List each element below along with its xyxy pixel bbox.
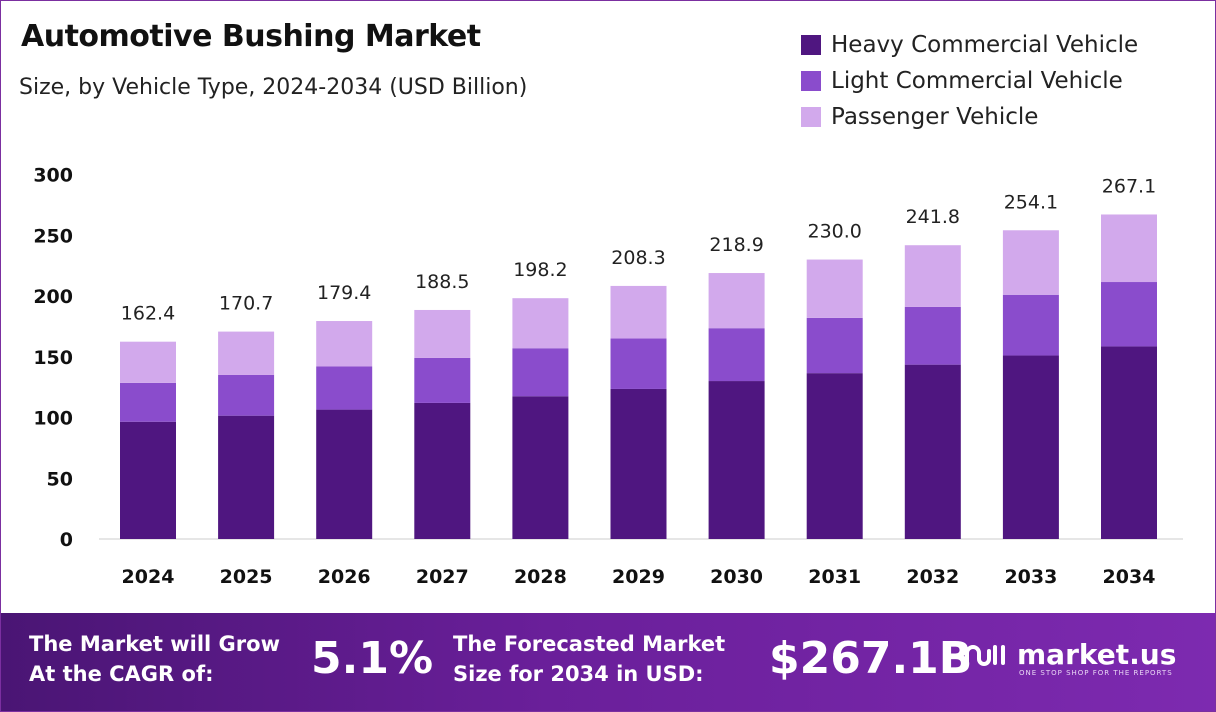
bar-segment-2025-1 [218,374,275,416]
bar-segment-2027-1 [414,357,471,403]
bar-segment-2029-0 [610,388,667,539]
bar-segment-2024-0 [120,421,176,539]
x-tick-label: 2024 [122,566,175,588]
bar-segment-2033-1 [1002,294,1059,356]
bar-total-label: 188.5 [415,271,469,293]
legend: Heavy Commercial Vehicle Light Commercia… [801,27,1138,135]
brand-logo: market.us [963,639,1176,671]
bar-segment-2028-0 [512,396,569,539]
legend-item-passenger: Passenger Vehicle [801,99,1138,135]
brand-tagline: ONE STOP SHOP FOR THE REPORTS [1019,669,1173,677]
bar-segment-2027-2 [414,309,471,358]
x-tick-label: 2027 [416,566,469,588]
bar-segment-2031-2 [806,259,863,318]
bar-segment-2029-1 [610,338,667,389]
market-us-logo-icon [965,645,1005,667]
forecast-label-line1: The Forecasted Market [453,632,726,656]
legend-label-passenger: Passenger Vehicle [831,104,1039,130]
brand-name: market.us [1017,638,1177,671]
legend-item-light-commercial: Light Commercial Vehicle [801,63,1138,99]
chart-title: Automotive Bushing Market [21,19,481,54]
bar-segment-2033-0 [1002,355,1059,539]
bar-segment-2032-2 [904,245,961,307]
bar-segment-2026-1 [316,366,373,410]
legend-swatch-passenger [801,107,821,127]
x-tick-label: 2025 [220,566,273,588]
y-tick-label: 0 [60,529,73,551]
forecast-value: $267.1B [769,633,973,684]
bar-segment-2024-1 [120,382,176,422]
bar-segment-2026-2 [316,321,373,367]
bar-segment-2034-1 [1101,282,1157,347]
bar-total-label: 218.9 [709,234,763,256]
bar-total-label: 162.4 [121,303,175,325]
legend-label-light-commercial: Light Commercial Vehicle [831,68,1123,94]
bar-segment-2024-2 [120,341,176,383]
bar-segment-2032-0 [904,364,961,539]
bar-total-label: 230.0 [807,221,861,243]
bar-segment-2026-0 [316,409,373,539]
bar-segment-2030-0 [708,381,765,539]
bar-total-label: 170.7 [219,293,273,315]
footer-banner: The Market will Grow At the CAGR of: 5.1… [1,613,1215,711]
forecast-label-line2: Size for 2034 in USD: [453,662,704,686]
x-tick-label: 2031 [808,566,861,588]
y-tick-label: 200 [33,286,73,308]
y-tick-label: 150 [33,347,73,369]
bar-segment-2030-2 [708,273,765,329]
x-tick-label: 2026 [318,566,371,588]
cagr-label: The Market will Grow At the CAGR of: [29,629,280,689]
bar-total-label: 267.1 [1102,175,1156,197]
cagr-label-line1: The Market will Grow [29,632,280,656]
bar-segment-2025-0 [218,415,275,539]
bar-total-label: 179.4 [317,282,371,304]
bar-segment-2025-2 [218,331,275,375]
x-tick-label: 2033 [1004,566,1057,588]
bar-segment-2031-0 [806,373,863,539]
chart-subtitle: Size, by Vehicle Type, 2024-2034 (USD Bi… [19,75,528,100]
bar-segment-2033-2 [1002,230,1059,295]
bar-total-label: 241.8 [906,206,960,228]
cagr-value: 5.1% [311,633,434,684]
y-tick-label: 300 [33,165,73,187]
x-tick-label: 2034 [1103,566,1156,588]
legend-swatch-heavy-commercial [801,35,821,55]
forecast-label: The Forecasted Market Size for 2034 in U… [453,629,725,689]
bar-total-label: 208.3 [611,247,665,269]
legend-item-heavy-commercial: Heavy Commercial Vehicle [801,27,1138,63]
bar-segment-2034-2 [1101,214,1157,283]
x-tick-label: 2028 [514,566,567,588]
legend-swatch-light-commercial [801,71,821,91]
x-tick-label: 2029 [612,566,665,588]
bar-segment-2030-1 [708,328,765,382]
bar-segment-2032-1 [904,306,961,365]
bar-segment-2027-0 [414,402,471,539]
bar-total-label: 254.1 [1004,191,1058,213]
bar-segment-2028-1 [512,348,569,397]
y-tick-label: 100 [33,408,73,430]
x-tick-label: 2032 [906,566,959,588]
y-tick-label: 250 [33,225,73,247]
legend-label-heavy-commercial: Heavy Commercial Vehicle [831,32,1139,58]
x-tick-label: 2030 [710,566,763,588]
bar-segment-2031-1 [806,317,863,374]
bar-segment-2028-2 [512,298,569,349]
bar-segment-2034-0 [1101,346,1157,539]
bar-total-label: 198.2 [513,259,567,281]
cagr-label-line2: At the CAGR of: [29,662,214,686]
bar-chart: 0 50 100 150 200 250 300 162.4 2024 170.7 2025 179.… [33,165,1183,588]
y-tick-label: 50 [47,468,73,490]
bar-segment-2029-2 [610,285,667,339]
